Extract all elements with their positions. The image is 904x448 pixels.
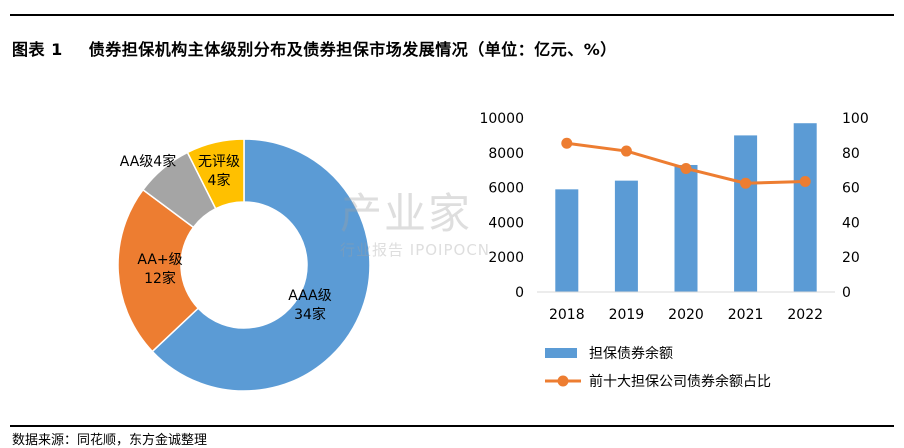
donut-label-0-line1: AAA级 — [288, 288, 332, 304]
donut-label-2: AA级4家 — [120, 153, 176, 170]
donut-label-0-line2: 34家 — [294, 306, 326, 323]
figure-number: 图表 1 — [12, 40, 63, 59]
line-point-2019 — [620, 145, 632, 157]
y-right-tick-4: 80 — [842, 146, 860, 162]
source-note: 数据来源：同花顺，东方金诚整理 — [12, 433, 208, 448]
donut-label-3-line1: 无评级 — [198, 154, 240, 170]
legend-bar-label: 担保债券余额 — [589, 345, 673, 362]
donut-label-1-line1: AA+级 — [137, 252, 182, 268]
donut-label-3-line2: 4家 — [208, 172, 231, 189]
y-right-tick-0: 0 — [842, 285, 851, 301]
bar-2021 — [734, 135, 758, 292]
y-right-tick-2: 40 — [842, 215, 860, 231]
y-left-tick-2: 4000 — [488, 215, 524, 231]
line-point-2022 — [799, 176, 811, 188]
y-right-tick-3: 60 — [842, 181, 860, 197]
x-tick-2022: 2022 — [787, 307, 823, 323]
y-left-tick-5: 10000 — [479, 111, 524, 127]
x-tick-2018: 2018 — [549, 307, 585, 323]
y-left-tick-4: 8000 — [488, 146, 524, 162]
donut-slice-3 — [186, 138, 245, 210]
bar-2022 — [793, 123, 817, 292]
legend-line-label: 前十大担保公司债券余额占比 — [589, 373, 771, 390]
legend-line-marker — [557, 375, 569, 387]
bar-2018 — [555, 189, 579, 292]
top-rule — [10, 14, 894, 16]
donut-slice-1 — [117, 188, 200, 353]
donut-label-1-line2: 12家 — [144, 270, 176, 287]
line-point-2021 — [740, 177, 752, 189]
bottom-rule — [10, 425, 894, 427]
y-left-tick-1: 2000 — [488, 250, 524, 266]
y-right-tick-1: 20 — [842, 250, 860, 266]
line-point-2020 — [680, 162, 692, 174]
x-tick-2019: 2019 — [609, 307, 645, 323]
y-left-tick-0: 0 — [515, 285, 524, 301]
x-tick-2020: 2020 — [668, 307, 704, 323]
figure-title: 图表 1 债券担保机构主体级别分布及债券担保市场发展情况（单位：亿元、%） — [12, 36, 617, 60]
legend-bar-swatch — [545, 348, 577, 358]
donut-slice-0 — [151, 138, 371, 392]
bar-2019 — [614, 180, 638, 292]
bar-2020 — [674, 164, 698, 292]
y-right-tick-5: 100 — [842, 111, 869, 127]
y-left-tick-3: 6000 — [488, 181, 524, 197]
x-tick-2021: 2021 — [728, 307, 764, 323]
figure-title-text: 债券担保机构主体级别分布及债券担保市场发展情况（单位：亿元、%） — [88, 40, 617, 59]
line-point-2018 — [561, 137, 573, 149]
